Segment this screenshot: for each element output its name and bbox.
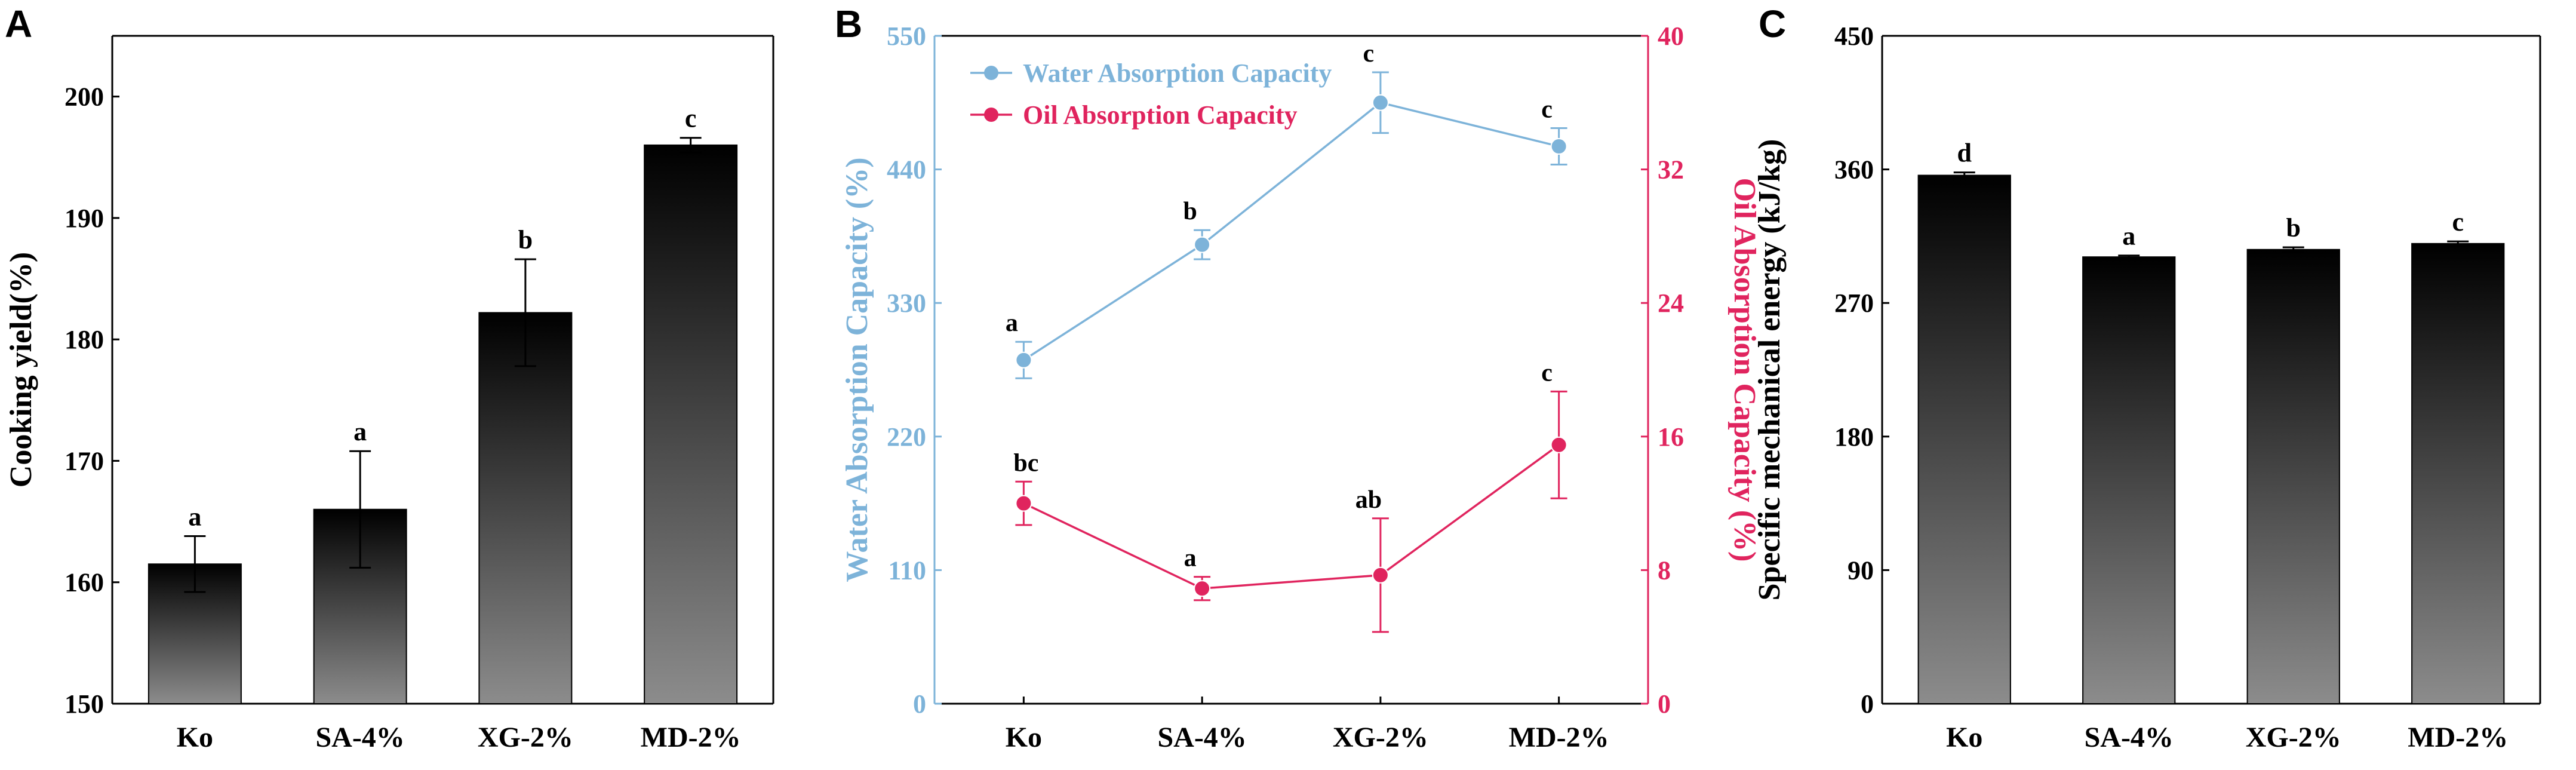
significance-label: a — [353, 417, 367, 446]
bar-ko — [1917, 174, 2011, 704]
panel-letter-a: A — [5, 2, 32, 45]
legend-label-oil-absorption-capacity: Oil Absorption Capacity — [1023, 100, 1298, 130]
y-tick-label: 180 — [64, 325, 104, 354]
y-tick-label: 0 — [1658, 689, 1671, 719]
x-tick-label-ko: Ko — [1946, 722, 1982, 753]
series-line-water-absorption-capacity — [1023, 101, 1560, 361]
x-tick-label-md-2: MD-2% — [2408, 722, 2508, 753]
y-tick-label: 110 — [888, 556, 926, 585]
panel-b: B 0 110 220 330 440 550 Water Absorption Capac… — [835, 2, 1762, 753]
significance-label: a — [188, 502, 201, 531]
y-axis-title: Cooking yield(%) — [4, 252, 38, 487]
y-tick-label: 200 — [64, 82, 104, 112]
x-tick-label-sa-4: SA-4% — [315, 722, 404, 753]
y-tick-label: 16 — [1658, 422, 1684, 452]
point-water-absorption-capacity — [1550, 137, 1567, 155]
point-oil-absorption-capacity — [1550, 436, 1567, 453]
significance-label: bc — [1013, 449, 1038, 477]
legend-label-water-absorption-capacity: Water Absorption Capacity — [1023, 59, 1332, 88]
y-tick-label: 550 — [887, 22, 926, 51]
y-tick-label: 330 — [887, 289, 926, 318]
y-tick-label: 8 — [1658, 556, 1671, 585]
point-water-absorption-capacity — [1194, 236, 1211, 253]
panel-letter-c: C — [1759, 2, 1786, 45]
x-tick-label-xg-2: XG-2% — [478, 722, 573, 753]
y-tick-label: 40 — [1658, 22, 1684, 51]
significance-label: a — [2122, 222, 2135, 251]
point-oil-absorption-capacity — [1194, 580, 1211, 597]
y-tick-label: 0 — [913, 689, 926, 719]
panel-c: C 0 90 180 270 360 450 Specific mechanical ene… — [1753, 2, 2541, 753]
significance-label: b — [518, 225, 533, 254]
x-tick-label-xg-2: XG-2% — [1333, 722, 1428, 753]
chart-b: 0 110 220 330 440 550 Water Absorption Capacit… — [840, 22, 1762, 753]
significance-label: d — [1957, 139, 1972, 168]
point-oil-absorption-capacity — [1015, 495, 1032, 512]
y-tick-label: 440 — [887, 155, 926, 185]
point-oil-absorption-capacity — [1372, 566, 1389, 584]
significance-label: a — [1006, 309, 1018, 337]
significance-label: c — [1541, 359, 1553, 386]
x-tick-label-sa-4: SA-4% — [2085, 722, 2174, 753]
x-tick-label-md-2: MD-2% — [1509, 722, 1609, 753]
series-line-oil-absorption-capacity — [1023, 444, 1560, 590]
bar-xg-2 — [478, 312, 573, 704]
significance-label: a — [1184, 545, 1197, 572]
x-tick-label-sa-4: SA-4% — [1157, 722, 1246, 753]
y-tick-label: 0 — [1861, 689, 1874, 719]
y-tick-label: 180 — [1834, 422, 1874, 452]
y-tick-label: 150 — [64, 689, 104, 719]
legend-marker — [984, 108, 998, 122]
significance-label: c — [1541, 96, 1553, 123]
x-tick-label-ko: Ko — [1006, 722, 1042, 753]
y-tick-label: 190 — [64, 204, 104, 233]
bar-xg-2 — [2246, 249, 2340, 704]
chart-a: 150 160 170 180 190 200 Cooking yield(%) Ko SA-4… — [4, 35, 774, 753]
y-tick-label: 32 — [1658, 155, 1684, 185]
x-tick-label-md-2: MD-2% — [641, 722, 741, 753]
chart-c: 0 90 180 270 360 450 Specific mechanical energ… — [1753, 22, 2541, 753]
y-tick-label: 170 — [64, 446, 104, 476]
legend-marker — [984, 66, 998, 80]
significance-label: b — [2286, 213, 2301, 243]
bar-sa-4 — [2082, 256, 2176, 704]
panel-letter-b: B — [835, 2, 862, 45]
significance-label: c — [685, 104, 697, 133]
y-tick-label: 90 — [1848, 556, 1874, 585]
y-tick-label: 450 — [1834, 22, 1874, 51]
y-tick-label: 270 — [1834, 289, 1874, 318]
y-tick-label: 360 — [1834, 155, 1874, 185]
y-axis-title: Specific mechanical energy (kJ/kg) — [1753, 139, 1787, 601]
significance-label: c — [2452, 207, 2464, 237]
bar-md-2 — [2411, 243, 2505, 705]
panel-a: A 150 160 170 180 190 200 Cooking yield(%) Ko SA… — [4, 2, 774, 753]
significance-label: c — [1363, 40, 1375, 68]
y-axis-title: Water Absorption Capacity (%) — [840, 157, 874, 582]
y-tick-label: 160 — [64, 568, 104, 597]
bar-md-2 — [644, 144, 738, 705]
x-tick-label-ko: Ko — [177, 722, 213, 753]
significance-label: ab — [1355, 486, 1382, 514]
significance-label: b — [1183, 198, 1197, 225]
point-water-absorption-capacity — [1372, 94, 1389, 111]
y-tick-label: 24 — [1658, 289, 1684, 318]
point-water-absorption-capacity — [1015, 351, 1032, 369]
y-axis-right-title: Oil Absorption Capacity (%) — [1727, 178, 1762, 562]
x-tick-label-xg-2: XG-2% — [2246, 722, 2341, 753]
y-tick-label: 220 — [887, 422, 926, 452]
